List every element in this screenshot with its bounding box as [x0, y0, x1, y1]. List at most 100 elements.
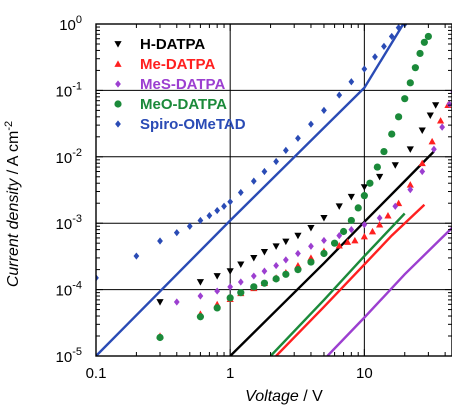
data-point-spiro-ometad: [214, 206, 221, 215]
series-spiro-ometad: [96, 24, 408, 282]
x-axis-label-unit: V: [312, 388, 323, 405]
data-point-meo-datpa: [196, 313, 205, 321]
data-point-meo-datpa: [360, 192, 368, 200]
y-tick-label: 10-1: [56, 80, 82, 100]
data-point-h-datpa: [307, 225, 315, 232]
data-point-h-datpa: [426, 112, 434, 120]
data-point-meo-datpa: [416, 49, 424, 58]
data-point-spiro-ometad: [96, 274, 99, 282]
x-tick-label: 1: [226, 365, 234, 382]
data-point-meo-datpa: [406, 79, 414, 87]
fit-line-mes-datpa: [326, 227, 452, 356]
legend-label-me-datpa: Me-DATPA: [140, 56, 215, 73]
data-point-me-datpa: [406, 181, 414, 188]
data-point-spiro-ometad: [381, 42, 387, 50]
data-point-h-datpa: [213, 273, 221, 280]
fit-line-meo-datpa: [269, 212, 406, 356]
legend-marker-me-datpa: [114, 60, 122, 67]
data-point-meo-datpa: [237, 289, 245, 297]
data-point-spiro-ometad: [206, 212, 213, 220]
data-point-meo-datpa: [272, 275, 280, 283]
data-point-me-datpa: [343, 238, 352, 245]
legend-marker-spiro-ometad: [115, 120, 121, 128]
data-point-mes-datpa: [321, 236, 327, 245]
data-point-h-datpa: [196, 279, 205, 286]
data-point-h-datpa: [432, 102, 440, 109]
data-point-me-datpa: [351, 236, 359, 244]
y-axis-label: Current density / A cm-2: [3, 121, 22, 287]
x-axis-label-name: Voltage: [245, 388, 299, 405]
data-point-h-datpa: [250, 255, 258, 262]
series-meo-datpa: [156, 32, 432, 342]
data-point-meo-datpa: [250, 283, 258, 291]
data-point-spiro-ometad: [157, 237, 163, 245]
data-point-mes-datpa: [197, 292, 204, 300]
data-point-spiro-ometad: [372, 53, 378, 61]
data-points: [96, 24, 452, 342]
data-point-mes-datpa: [261, 267, 268, 275]
data-point-meo-datpa: [380, 147, 388, 156]
data-point-meo-datpa: [294, 266, 302, 274]
data-point-spiro-ometad: [388, 32, 395, 41]
series-mes-datpa: [173, 89, 452, 306]
data-point-mes-datpa: [392, 202, 399, 210]
data-point-meo-datpa: [213, 304, 221, 312]
data-point-spiro-ometad: [282, 146, 289, 154]
legend-label-h-datpa: H-DATPA: [140, 36, 205, 53]
y-tick-label: 10-2: [56, 147, 82, 167]
data-point-h-datpa: [260, 248, 269, 256]
data-point-h-datpa: [226, 268, 234, 275]
y-axis-label-unit: A cm: [5, 131, 22, 167]
data-point-meo-datpa: [424, 32, 432, 41]
data-point-meo-datpa: [411, 64, 419, 72]
data-point-mes-datpa: [419, 167, 426, 176]
data-point-spiro-ometad: [173, 229, 180, 237]
data-point-meo-datpa: [320, 249, 328, 258]
data-point-mes-datpa: [361, 221, 368, 229]
legend-label-spiro-ometad: Spiro-OMeTAD: [140, 116, 246, 133]
y-axis-label-unit-exponent: -2: [3, 121, 15, 131]
data-point-h-datpa: [282, 238, 290, 246]
x-tick-label: 0.1: [86, 365, 107, 382]
legend: H-DATPA Me-DATPA MeS-DATPA MeO-DATPA Spiro-O…: [114, 36, 246, 133]
data-point-mes-datpa: [227, 283, 234, 291]
y-axis-label-name: Current density: [5, 178, 22, 287]
data-point-mes-datpa: [431, 145, 437, 153]
data-point-meo-datpa: [347, 216, 355, 225]
data-point-spiro-ometad: [348, 78, 355, 86]
data-point-mes-datpa: [376, 214, 383, 222]
data-point-h-datpa: [376, 173, 384, 181]
data-point-spiro-ometad: [308, 120, 314, 128]
data-point-me-datpa: [384, 212, 392, 219]
data-point-spiro-ometad: [250, 177, 257, 185]
legend-marker-h-datpa: [114, 41, 122, 48]
legend-label-meo-datpa: MeO-DATPA: [140, 96, 227, 113]
data-point-mes-datpa: [407, 186, 414, 194]
plot-frame: [95, 23, 452, 357]
data-point-h-datpa: [347, 193, 355, 201]
data-point-h-datpa: [237, 261, 245, 268]
y-tick-label: 10-5: [56, 346, 82, 366]
data-point-meo-datpa: [260, 279, 269, 287]
data-point-h-datpa: [272, 243, 280, 250]
data-point-meo-datpa: [420, 38, 428, 46]
data-point-meo-datpa: [395, 113, 403, 121]
y-tick-label: 100: [59, 14, 82, 34]
x-tick-labels: 0.1 1 10: [86, 365, 373, 382]
data-point-mes-datpa: [308, 242, 314, 250]
axis-ticks: [95, 23, 452, 357]
data-point-spiro-ometad: [295, 134, 301, 142]
data-point-mes-datpa: [273, 261, 280, 270]
data-point-me-datpa: [376, 221, 384, 228]
data-point-mes-datpa: [282, 256, 289, 264]
y-tick-labels: 10-5 10-4 10-3 10-2 10-1 100: [56, 14, 82, 366]
data-point-mes-datpa: [295, 249, 301, 258]
data-point-meo-datpa: [330, 239, 339, 247]
data-point-meo-datpa: [156, 333, 164, 342]
data-point-meo-datpa: [339, 227, 348, 236]
data-point-spiro-ometad: [186, 222, 193, 230]
data-point-meo-datpa: [307, 258, 315, 266]
data-point-me-datpa: [418, 159, 426, 167]
data-point-spiro-ometad: [336, 91, 343, 99]
